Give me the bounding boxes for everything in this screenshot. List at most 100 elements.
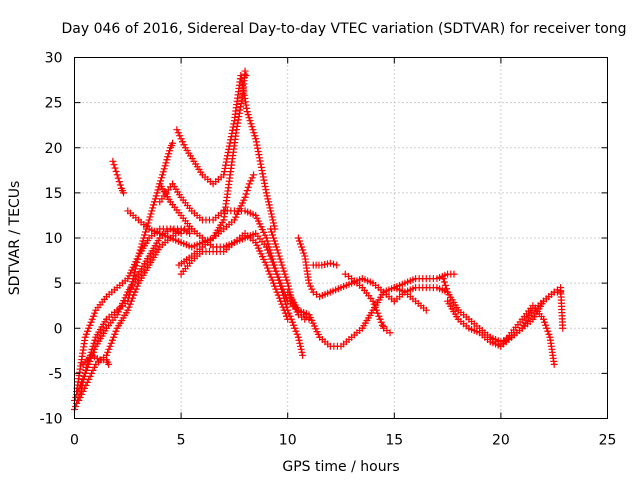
data-point [275,294,283,302]
data-point [75,396,83,404]
data-point [86,321,94,329]
data-point [242,72,250,80]
data-point [82,330,90,338]
data-point [258,167,266,175]
data-point [145,216,153,224]
data-point [273,270,281,278]
data-point [274,249,282,257]
data-point [104,348,112,356]
data-point [305,279,313,287]
data-point [144,219,152,227]
data-point [82,366,90,374]
data-point [559,324,567,332]
data-point [72,402,80,410]
data-point [85,324,93,332]
data-point [272,267,280,275]
series-track-9 [156,180,313,323]
series-track-18 [390,270,458,292]
data-point [271,264,279,272]
data-point [278,300,286,308]
data-point [540,315,548,323]
data-point [254,147,262,155]
data-point [89,312,97,320]
data-point [82,381,90,389]
data-point [243,187,251,195]
data-point [259,173,267,181]
data-point [374,309,382,317]
data-points [71,67,567,413]
data-point [147,210,155,218]
data-point [160,165,168,173]
data-point [269,258,277,266]
data-point [266,204,274,212]
data-point [441,281,449,289]
data-point [244,111,252,119]
data-point [78,390,86,398]
data-point [248,174,256,182]
data-point [250,171,258,179]
data-point [247,177,255,185]
data-point [105,345,113,353]
data-point [133,282,141,290]
data-point [378,321,386,329]
series-track-10 [173,72,279,233]
data-point [159,168,167,176]
data-point [76,393,84,401]
data-point [267,273,275,281]
series-isolated [380,322,388,330]
data-point [148,207,156,215]
series-track-22 [486,284,567,346]
data-point [186,229,194,237]
data-point [242,190,250,198]
data-point [386,329,394,337]
data-point [248,123,256,131]
data-point [298,243,306,251]
data-point [245,114,253,122]
data-point [252,138,260,146]
data-point [270,237,278,245]
y-tick-label: -10 [40,412,63,428]
y-tick-label: 5 [54,276,63,292]
data-point [269,219,277,227]
data-point [369,297,377,305]
data-point [116,181,124,189]
data-point [266,270,274,278]
y-tick-label: 10 [45,231,63,247]
data-point [169,139,177,147]
data-point [439,275,447,283]
data-point [293,330,301,338]
data-point [274,291,282,299]
data-point [177,135,185,143]
data-point [124,306,132,314]
data-point [127,297,135,305]
data-point [110,161,118,169]
data-point [283,312,291,320]
data-point [262,261,270,269]
data-point [106,342,114,350]
data-point [243,108,251,116]
data-point [87,318,95,326]
data-point [370,300,378,308]
data-point [273,288,281,296]
data-point [272,285,280,293]
data-point [267,249,275,257]
data-point [277,258,285,266]
data-point [269,279,277,287]
data-point [264,195,272,203]
series-track-20 [439,275,565,350]
series-track-16 [309,259,341,269]
data-point [120,189,128,197]
data-point [141,231,149,239]
data-point [111,330,119,338]
series-track-4 [75,225,196,404]
data-point [326,259,334,267]
data-point [85,375,93,383]
x-tick-label: 5 [177,433,186,449]
data-point [154,186,162,194]
data-point [260,179,268,187]
data-point [151,195,159,203]
data-point [277,279,285,287]
data-point [252,135,260,143]
data-point [284,279,292,287]
data-point [260,176,268,184]
